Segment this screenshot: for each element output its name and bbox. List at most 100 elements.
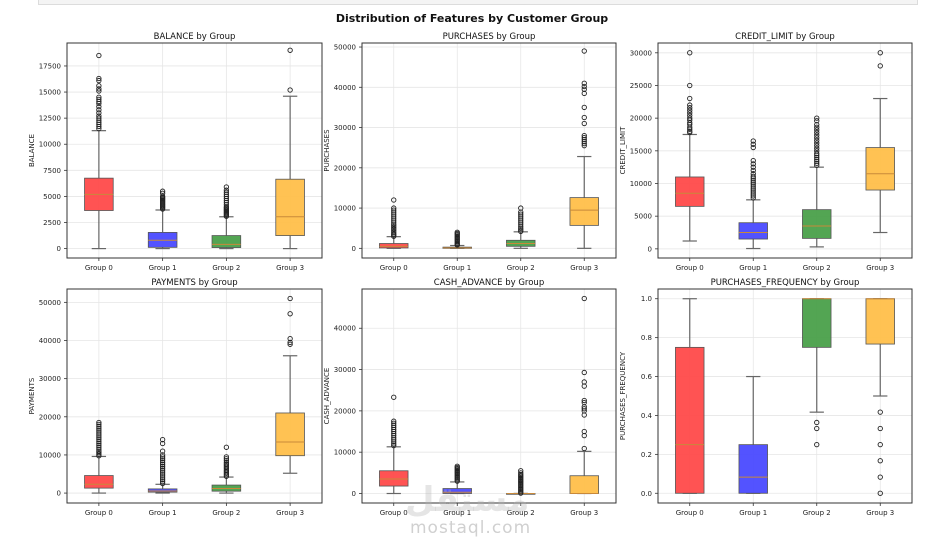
y-axis-label: BALANCE xyxy=(28,134,36,167)
outlier-point xyxy=(581,399,587,406)
outlier-point xyxy=(159,452,166,458)
x-tick-label: Group 1 xyxy=(443,264,471,272)
outlier-point xyxy=(750,144,756,151)
y-tick-label: 0 xyxy=(352,245,356,253)
outlier-point xyxy=(750,177,756,183)
outlier-point xyxy=(750,187,756,193)
outlier-point xyxy=(287,87,293,93)
outlier-point xyxy=(687,107,693,113)
outlier-point xyxy=(814,425,820,432)
box-group-1 xyxy=(738,138,768,250)
watermark-arabic: مستقل xyxy=(405,480,530,520)
y-tick-label: 20000 xyxy=(334,164,356,172)
y-tick-label: 7500 xyxy=(43,167,61,175)
outlier-point xyxy=(223,458,230,464)
outlier-point xyxy=(814,142,820,149)
outlier-point xyxy=(687,102,693,108)
subplot-0: 0 2500 5000 7500 10000 12500 15000 17500 Group 0… xyxy=(28,32,323,272)
outlier-point xyxy=(814,129,820,136)
outlier-point xyxy=(96,107,102,113)
box-group-1 xyxy=(738,375,768,494)
outlier-point xyxy=(159,459,166,466)
y-tick-label: 40000 xyxy=(334,325,356,333)
outlier-point xyxy=(750,185,756,191)
outlier-point xyxy=(518,205,524,211)
y-tick-label: 25000 xyxy=(630,82,652,90)
y-tick-label: 20000 xyxy=(630,115,652,123)
outlier-point xyxy=(159,458,166,464)
box-iqr xyxy=(569,475,599,494)
y-tick-label: 0 xyxy=(57,490,61,498)
box-group-3 xyxy=(275,47,305,250)
y-tick-label: 50000 xyxy=(39,299,61,307)
y-tick-label: 15000 xyxy=(39,89,61,97)
outlier-point xyxy=(96,83,102,89)
outlier-point xyxy=(96,94,102,100)
subplot-5: 0.0 0.2 0.4 0.6 0.8 1.0 Group 0 Group 1 Group 2 G… xyxy=(619,278,913,517)
y-tick-label: 10000 xyxy=(39,451,61,459)
y-tick-label: 0.6 xyxy=(641,373,653,381)
x-tick-label: Group 2 xyxy=(507,509,535,517)
box-iqr xyxy=(569,197,599,226)
x-tick-label: Group 1 xyxy=(739,264,767,272)
outlier-point xyxy=(391,197,397,203)
outlier-point xyxy=(581,295,587,302)
box-group-0 xyxy=(675,50,705,242)
subplot-2: 0 5000 10000 15000 20000 25000 30000 Group 0 Gro… xyxy=(619,32,913,272)
y-tick-label: 0 xyxy=(648,245,652,253)
y-axis-label: CREDIT_LIMIT xyxy=(619,126,627,174)
outlier-point xyxy=(518,470,524,476)
outlier-point xyxy=(581,428,587,435)
y-tick-label: 20000 xyxy=(39,413,61,421)
outlier-point xyxy=(96,444,102,450)
x-tick-label: Group 0 xyxy=(380,264,408,272)
outlier-point xyxy=(391,207,397,213)
outlier-point xyxy=(581,86,587,92)
outlier-point xyxy=(96,449,102,456)
y-tick-label: 17500 xyxy=(39,62,61,70)
y-tick-label: 40000 xyxy=(39,337,61,345)
x-tick-label: Group 1 xyxy=(149,264,177,272)
outlier-point xyxy=(287,339,293,346)
y-tick-label: 10000 xyxy=(334,449,356,457)
outlier-point xyxy=(518,468,524,474)
y-axis-label: PAYMENTS xyxy=(28,377,36,414)
notebook-cell-top-border xyxy=(38,0,918,5)
box-group-0 xyxy=(379,197,409,249)
outlier-point xyxy=(287,47,293,53)
subplot-title: CASH_ADVANCE by Group xyxy=(434,278,544,288)
outlier-point xyxy=(581,83,587,90)
outlier-point xyxy=(159,473,166,479)
outlier-point xyxy=(814,140,820,146)
box-iqr xyxy=(675,176,705,207)
outlier-point xyxy=(750,171,756,177)
y-tick-label: 2500 xyxy=(43,219,61,227)
box-group-3 xyxy=(569,295,599,495)
outlier-point xyxy=(814,132,820,138)
box-iqr xyxy=(379,470,409,487)
outlier-point xyxy=(159,190,166,196)
box-group-1 xyxy=(442,229,472,249)
box-group-2 xyxy=(802,298,832,448)
outlier-point xyxy=(877,474,883,480)
y-tick-label: 10000 xyxy=(39,141,61,149)
outlier-point xyxy=(223,459,230,466)
outlier-point xyxy=(96,425,102,431)
outlier-point xyxy=(814,135,820,141)
box-iqr xyxy=(802,209,832,239)
outlier-point xyxy=(581,397,587,404)
outlier-point xyxy=(159,188,166,194)
outlier-point xyxy=(96,421,102,428)
subplot-title: PURCHASES by Group xyxy=(443,32,536,42)
outlier-point xyxy=(391,205,397,211)
outlier-point xyxy=(96,77,102,84)
x-tick-label: Group 2 xyxy=(507,264,535,272)
outlier-point xyxy=(96,429,102,435)
x-tick-label: Group 2 xyxy=(212,509,240,517)
outlier-point xyxy=(581,132,587,139)
y-tick-label: 0.0 xyxy=(641,490,652,498)
outlier-point xyxy=(96,110,102,116)
outlier-point xyxy=(96,52,102,59)
outlier-point xyxy=(814,137,820,144)
outlier-point xyxy=(223,189,230,195)
